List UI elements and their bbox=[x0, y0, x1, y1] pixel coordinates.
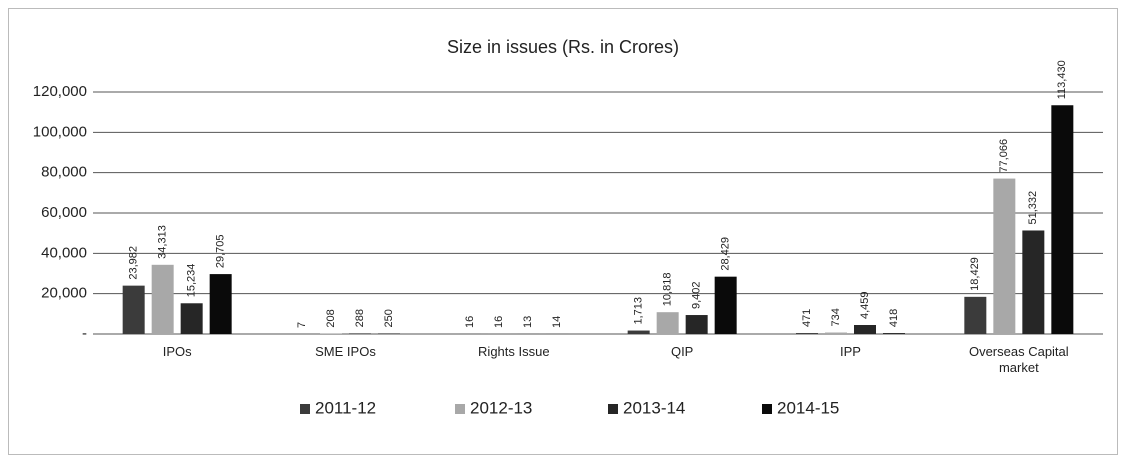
data-label: 7 bbox=[296, 322, 308, 328]
chart-title: Size in issues (Rs. in Crores) bbox=[447, 37, 679, 57]
bar bbox=[209, 274, 232, 334]
data-label: 288 bbox=[354, 309, 366, 327]
x-tick-label-box: SME IPOs bbox=[315, 344, 376, 359]
data-label: 113,430 bbox=[1056, 60, 1068, 99]
data-label: 9,402 bbox=[691, 282, 703, 310]
data-label: 77,066 bbox=[998, 139, 1010, 173]
y-tick-label: 40,000 bbox=[41, 244, 87, 261]
legend-swatch bbox=[300, 404, 310, 414]
bar bbox=[1051, 105, 1074, 334]
x-tick-label: SME IPOs bbox=[315, 344, 376, 359]
data-label: 208 bbox=[325, 309, 337, 327]
y-tick-label: 100,000 bbox=[33, 123, 87, 140]
bar bbox=[349, 333, 371, 334]
y-tick-label: 60,000 bbox=[41, 204, 87, 221]
legend-label: 2013-14 bbox=[623, 398, 685, 417]
legend-label: 2012-13 bbox=[470, 398, 532, 417]
y-tick-label: 120,000 bbox=[33, 83, 87, 100]
data-label: 4,459 bbox=[859, 291, 871, 319]
x-tick-label-box: IPP bbox=[840, 344, 861, 359]
y-tick-label: - bbox=[82, 325, 87, 342]
bar bbox=[378, 333, 400, 334]
data-label: 418 bbox=[888, 309, 900, 327]
data-label: 13 bbox=[522, 316, 534, 328]
x-tick-label: Rights Issue bbox=[478, 344, 550, 359]
data-label: 16 bbox=[493, 316, 505, 328]
bar bbox=[627, 330, 650, 334]
bar bbox=[796, 333, 818, 334]
x-tick-label: QIP bbox=[670, 344, 694, 359]
chart-border bbox=[8, 8, 1118, 455]
legend-swatch bbox=[455, 404, 465, 414]
bar bbox=[180, 303, 203, 334]
data-label: 734 bbox=[830, 308, 842, 326]
legend-swatch bbox=[608, 404, 618, 414]
data-label: 51,332 bbox=[1027, 191, 1039, 225]
y-tick-label: 80,000 bbox=[41, 164, 87, 181]
bar bbox=[1022, 230, 1045, 334]
bar bbox=[883, 333, 905, 334]
data-label: 28,429 bbox=[720, 237, 732, 271]
x-tick-label: IPP bbox=[840, 344, 861, 359]
x-tick-label-box: IPOs bbox=[162, 344, 192, 359]
bar bbox=[122, 285, 145, 334]
data-label: 34,313 bbox=[157, 225, 169, 259]
data-label: 15,234 bbox=[186, 264, 198, 298]
data-label: 16 bbox=[464, 316, 476, 328]
data-label: 1,713 bbox=[633, 297, 645, 325]
x-tick-label-box: Overseas Capital market bbox=[968, 344, 1069, 375]
x-tick-label: Overseas Capital market bbox=[968, 344, 1069, 375]
bar bbox=[964, 296, 987, 334]
legend-label: 2014-15 bbox=[777, 398, 839, 417]
bar bbox=[714, 276, 737, 334]
bar bbox=[854, 325, 876, 334]
bar bbox=[656, 312, 679, 334]
bar bbox=[993, 178, 1016, 334]
bar bbox=[825, 332, 847, 334]
data-label: 18,429 bbox=[969, 257, 981, 291]
bar bbox=[685, 315, 708, 334]
legend-swatch bbox=[762, 404, 772, 414]
bar bbox=[151, 264, 174, 334]
data-label: 471 bbox=[801, 309, 813, 327]
data-label: 23,982 bbox=[128, 246, 140, 280]
x-tick-label-box: Rights Issue bbox=[478, 344, 550, 359]
data-label: 250 bbox=[383, 309, 395, 327]
data-label: 29,705 bbox=[215, 234, 227, 268]
x-tick-label: IPOs bbox=[162, 344, 192, 359]
data-label: 14 bbox=[551, 316, 563, 328]
data-label: 10,818 bbox=[662, 273, 674, 307]
y-tick-label: 20,000 bbox=[41, 285, 87, 302]
legend-label: 2011-12 bbox=[315, 398, 376, 417]
x-tick-label-box: QIP bbox=[670, 344, 694, 359]
